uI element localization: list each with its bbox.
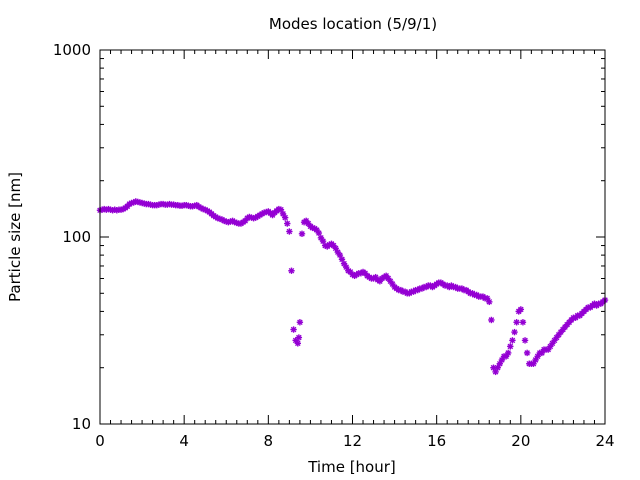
- data-point: [290, 326, 297, 333]
- data-points: [96, 198, 609, 376]
- data-point: [549, 340, 556, 347]
- x-tick-label: 8: [264, 432, 274, 450]
- y-axis-title: Particle size [nm]: [6, 172, 24, 302]
- data-point: [277, 206, 285, 213]
- data-point: [505, 349, 512, 357]
- x-tick-label: 24: [595, 432, 614, 450]
- x-tick-label: 20: [511, 432, 530, 450]
- data-point: [486, 298, 493, 306]
- data-point: [288, 267, 295, 274]
- data-point: [513, 319, 520, 326]
- data-point: [507, 343, 514, 350]
- y-tick-label: 1000: [53, 41, 91, 59]
- data-point: [517, 306, 525, 313]
- y-tick-label: 100: [62, 228, 91, 246]
- x-tick-label: 0: [95, 432, 105, 450]
- data-point: [296, 319, 304, 326]
- axis-tick-labels: 0 4 8 12 16 20 24 10 100 1000: [53, 41, 615, 450]
- data-point: [281, 214, 289, 221]
- x-axis-title: Time [hour]: [307, 458, 396, 476]
- data-point: [298, 230, 306, 238]
- data-point: [523, 349, 531, 357]
- x-tick-label: 4: [179, 432, 189, 450]
- data-point: [286, 228, 293, 235]
- data-point: [521, 337, 529, 344]
- data-point: [511, 328, 518, 336]
- data-point: [509, 337, 516, 344]
- data-point: [315, 229, 323, 237]
- data-point: [294, 340, 301, 347]
- data-point: [295, 334, 303, 341]
- y-tick-label: 10: [72, 415, 91, 433]
- data-point: [284, 220, 291, 227]
- plot-frame: [99, 49, 606, 425]
- axis-ticks: [99, 49, 606, 425]
- x-tick-label: 12: [343, 432, 362, 450]
- data-point: [519, 319, 527, 326]
- data-point: [488, 316, 495, 324]
- chart-title: Modes location (5/9/1): [269, 15, 437, 33]
- x-tick-label: 16: [427, 432, 446, 450]
